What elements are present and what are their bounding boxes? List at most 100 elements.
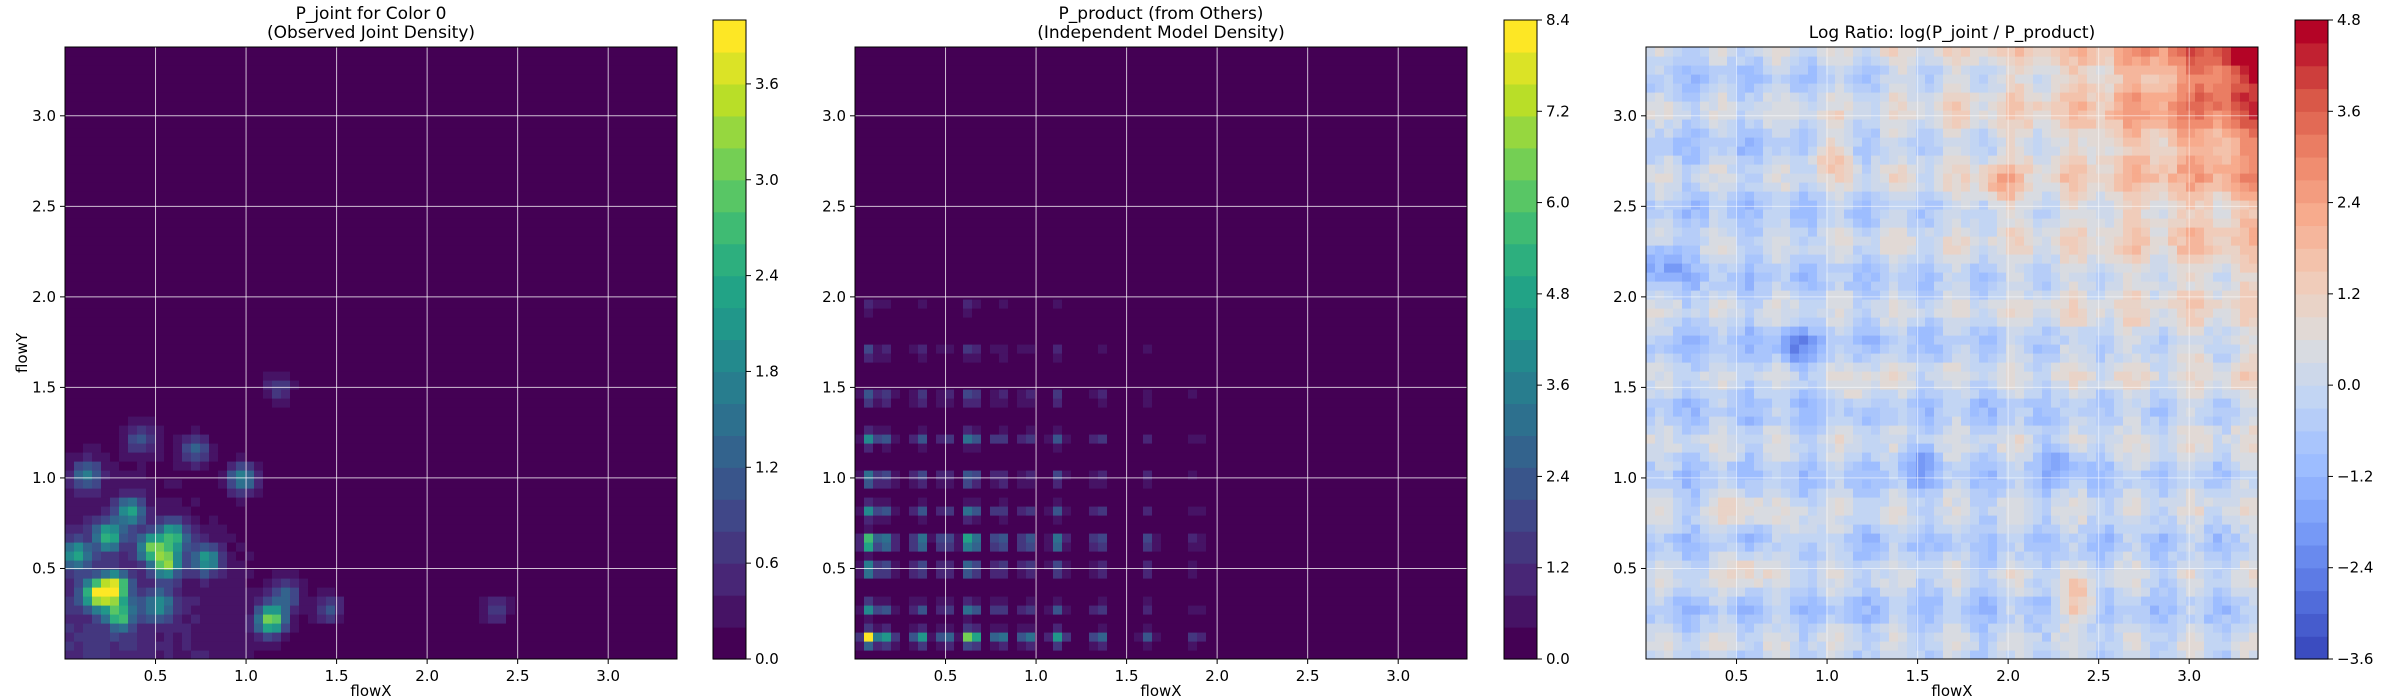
heatmap-cell bbox=[587, 317, 597, 327]
heatmap-cell bbox=[560, 299, 570, 309]
heatmap-cell bbox=[272, 227, 282, 237]
heatmap-cell bbox=[524, 299, 534, 309]
heatmap-cell bbox=[407, 182, 417, 192]
heatmap-cell bbox=[650, 281, 660, 291]
heatmap-cell bbox=[272, 344, 282, 354]
heatmap-cell bbox=[578, 425, 588, 435]
heatmap-cell bbox=[569, 92, 579, 102]
heatmap-cell bbox=[65, 560, 75, 570]
heatmap-cell bbox=[470, 128, 480, 138]
heatmap-cell bbox=[164, 47, 174, 57]
heatmap-cell bbox=[299, 155, 309, 165]
heatmap-cell bbox=[873, 506, 883, 516]
heatmap-cell bbox=[569, 461, 579, 471]
heatmap-cell bbox=[65, 398, 75, 408]
heatmap-cell bbox=[452, 398, 462, 408]
heatmap-cell bbox=[623, 434, 633, 444]
heatmap-cell bbox=[101, 542, 111, 552]
heatmap-cell bbox=[245, 146, 255, 156]
heatmap-cell bbox=[191, 308, 201, 318]
heatmap-cell bbox=[164, 119, 174, 129]
heatmap-cell bbox=[542, 497, 552, 507]
heatmap-cell bbox=[882, 227, 892, 237]
heatmap-cell bbox=[308, 308, 318, 318]
heatmap-cell bbox=[182, 254, 192, 264]
heatmap-cell bbox=[119, 65, 129, 75]
heatmap-cell bbox=[542, 65, 552, 75]
heatmap-cell bbox=[353, 182, 363, 192]
heatmap-cell bbox=[659, 200, 669, 210]
heatmap-cell bbox=[362, 209, 372, 219]
heatmap-cell bbox=[317, 47, 327, 57]
heatmap-cell bbox=[263, 623, 273, 633]
heatmap-cell bbox=[281, 533, 291, 543]
heatmap-cell bbox=[578, 47, 588, 57]
heatmap-cell bbox=[101, 452, 111, 462]
heatmap-cell bbox=[479, 299, 489, 309]
heatmap-cell bbox=[398, 191, 408, 201]
heatmap-cell bbox=[407, 281, 417, 291]
heatmap-cell bbox=[191, 362, 201, 372]
heatmap-cell bbox=[182, 506, 192, 516]
heatmap-cell bbox=[110, 254, 120, 264]
heatmap-cell bbox=[578, 416, 588, 426]
heatmap-cell bbox=[236, 128, 246, 138]
heatmap-cell bbox=[380, 65, 390, 75]
heatmap-cell bbox=[623, 254, 633, 264]
heatmap-cell bbox=[425, 56, 435, 66]
heatmap-cell bbox=[650, 470, 660, 480]
heatmap-cell bbox=[623, 506, 633, 516]
heatmap-cell bbox=[623, 416, 633, 426]
heatmap-cell bbox=[272, 425, 282, 435]
heatmap-cell bbox=[254, 236, 264, 246]
heatmap-cell bbox=[488, 389, 498, 399]
heatmap-cell bbox=[443, 524, 453, 534]
heatmap-cell bbox=[317, 425, 327, 435]
heatmap-cell bbox=[317, 65, 327, 75]
heatmap-cell bbox=[227, 146, 237, 156]
heatmap-cell bbox=[272, 254, 282, 264]
heatmap-cell bbox=[317, 443, 327, 453]
heatmap-cell bbox=[596, 83, 606, 93]
heatmap-cell bbox=[873, 245, 883, 255]
heatmap-cell bbox=[488, 587, 498, 597]
heatmap-cell bbox=[389, 173, 399, 183]
heatmap-cell bbox=[864, 479, 874, 489]
heatmap-cell bbox=[623, 74, 633, 84]
heatmap-cell bbox=[614, 308, 624, 318]
heatmap-cell bbox=[891, 578, 901, 588]
heatmap-cell bbox=[569, 362, 579, 372]
heatmap-cell bbox=[407, 506, 417, 516]
heatmap-cell bbox=[92, 83, 102, 93]
heatmap-cell bbox=[855, 83, 865, 93]
heatmap-cell bbox=[506, 587, 516, 597]
heatmap-cell bbox=[65, 434, 75, 444]
heatmap-cell bbox=[533, 263, 543, 273]
heatmap-cell bbox=[398, 461, 408, 471]
heatmap-cell bbox=[353, 326, 363, 336]
heatmap-cell bbox=[425, 191, 435, 201]
heatmap-cell bbox=[245, 371, 255, 381]
heatmap-cell bbox=[407, 533, 417, 543]
heatmap-cell bbox=[506, 533, 516, 543]
heatmap-cell bbox=[119, 245, 129, 255]
heatmap-cell bbox=[335, 65, 345, 75]
heatmap-cell bbox=[416, 497, 426, 507]
heatmap-cell bbox=[425, 47, 435, 57]
heatmap-cell bbox=[452, 128, 462, 138]
heatmap-cell bbox=[317, 209, 327, 219]
heatmap-cell bbox=[155, 515, 165, 525]
heatmap-cell bbox=[560, 182, 570, 192]
heatmap-cell bbox=[659, 380, 669, 390]
heatmap-cell bbox=[263, 83, 273, 93]
heatmap-cell bbox=[497, 353, 507, 363]
heatmap-cell bbox=[110, 128, 120, 138]
heatmap-cell bbox=[668, 488, 677, 498]
heatmap-cell bbox=[263, 317, 273, 327]
heatmap-cell bbox=[551, 47, 561, 57]
heatmap-cell bbox=[83, 470, 93, 480]
heatmap-cell bbox=[479, 542, 489, 552]
heatmap-cell bbox=[578, 650, 588, 659]
heatmap-cell bbox=[254, 83, 264, 93]
heatmap-cell bbox=[407, 425, 417, 435]
